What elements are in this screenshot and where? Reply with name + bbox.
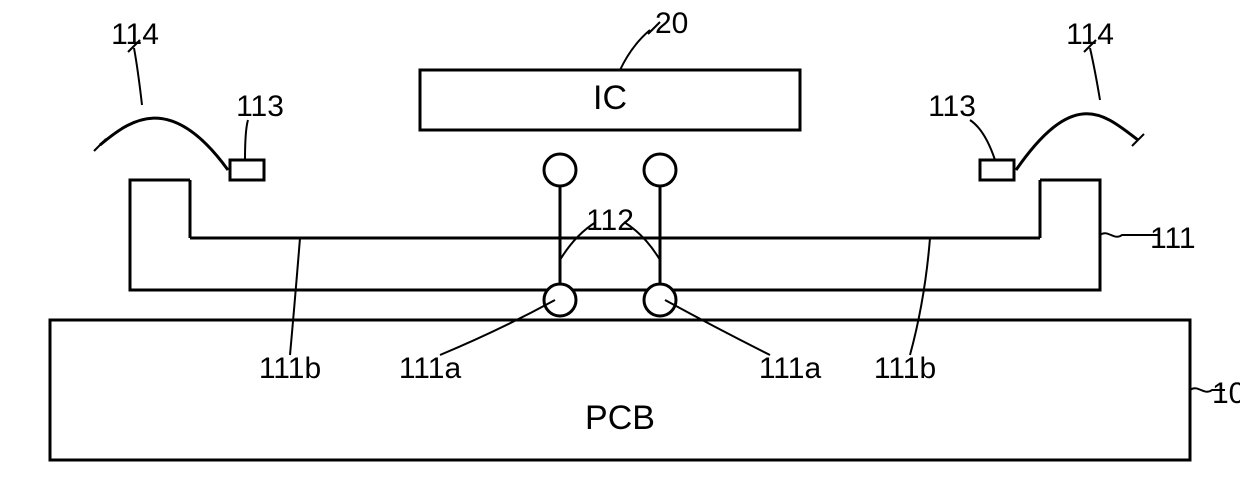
ref-113-left: 113 — [236, 90, 284, 123]
ref-114-left: 114 — [111, 18, 159, 51]
ref-111b-right: 111b — [874, 352, 936, 385]
ref-111b-left: 111b — [259, 352, 321, 385]
pcb — [50, 320, 1190, 460]
ref-111a-left: 111a — [399, 352, 462, 385]
ref-112: 112 — [586, 204, 634, 237]
label-pcb: PCB — [585, 399, 655, 437]
ref-111a-right: 111a — [759, 352, 822, 385]
ref-113-right: 113 — [928, 90, 976, 123]
pad-113-left — [230, 160, 264, 180]
ref-111: 111 — [1150, 222, 1196, 255]
ref-20: 20 — [655, 7, 688, 40]
label-ic: IC — [593, 79, 627, 117]
pad-113-right — [980, 160, 1014, 180]
ref-114-right: 114 — [1066, 18, 1114, 51]
ref-10: 10 — [1212, 377, 1240, 410]
